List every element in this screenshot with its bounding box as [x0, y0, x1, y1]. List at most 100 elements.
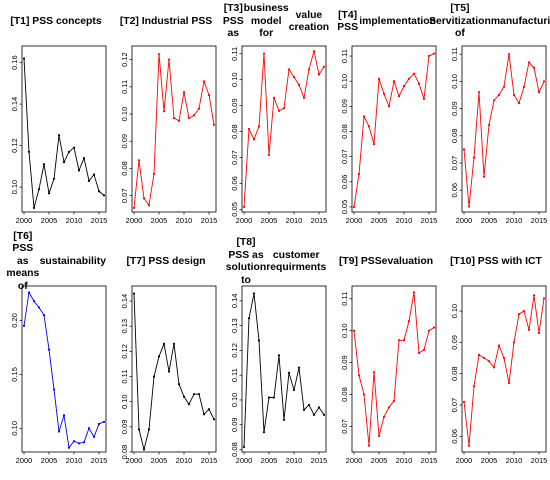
x-tick-label: 2005 [371, 216, 388, 225]
chart-title: [T3] PSS as business model for value creat… [222, 0, 329, 44]
x-tick-label: 2015 [421, 456, 438, 465]
data-point [147, 428, 151, 431]
data-point [412, 72, 416, 75]
x-tick-label: 2000 [16, 456, 33, 465]
data-point [287, 371, 291, 374]
y-tick-label: 0.07 [450, 156, 459, 171]
data-point [417, 82, 421, 85]
data-point [167, 370, 171, 373]
y-tick-label: 0.09 [230, 417, 239, 432]
data-point [527, 61, 531, 64]
data-point [477, 353, 481, 357]
y-tick-label: 0.06 [450, 183, 459, 198]
y-tick-label: 0.09 [450, 101, 459, 116]
x-tick-label: 2000 [346, 456, 363, 465]
chart-panel: [T10] PSS with ICT 0.06 0.07 0.08 0.09 0.10 20… [440, 240, 550, 480]
y-tick-label: 0.13 [120, 319, 129, 334]
data-point [507, 381, 511, 385]
data-point [497, 344, 501, 347]
data-point [502, 356, 506, 360]
data-point [202, 413, 206, 416]
data-point [402, 339, 406, 342]
y-tick-label: 0.14 [230, 294, 239, 309]
plot-frame [21, 285, 107, 453]
data-point [192, 114, 196, 117]
data-point [507, 53, 511, 56]
data-point [537, 331, 541, 335]
data-point [282, 107, 286, 110]
data-point [307, 68, 311, 71]
x-tick-label: 2005 [481, 456, 498, 465]
data-point [492, 366, 496, 369]
x-tick-label: 2015 [311, 456, 328, 465]
series-line [23, 292, 105, 449]
data-point [62, 414, 66, 417]
data-point [257, 339, 261, 342]
series-line [353, 291, 435, 447]
chart-title: [T1] PSS concepts [10, 15, 102, 27]
data-point [87, 179, 91, 182]
x-tick-label: 2010 [506, 456, 523, 465]
y-tick-label: 0.09 [120, 420, 129, 435]
data-point [267, 153, 271, 157]
x-tick-label: 2010 [396, 456, 413, 465]
data-point [382, 92, 386, 95]
y-tick-label: 0.10 [10, 421, 19, 436]
x-tick-label: 2005 [481, 216, 498, 225]
x-tick-label: 2000 [16, 216, 33, 225]
data-point [277, 354, 281, 357]
data-point [262, 431, 266, 434]
y-tick-label: 0.08 [230, 442, 239, 457]
chart-title-line: [T3] PSS as [222, 3, 244, 40]
data-point [102, 420, 106, 423]
data-point [192, 393, 196, 396]
data-point [297, 366, 301, 369]
data-point [522, 309, 526, 313]
data-point [292, 76, 296, 79]
series-line [133, 53, 215, 208]
data-point [272, 396, 276, 399]
data-point [47, 348, 51, 351]
data-point [517, 313, 521, 316]
y-tick-label: 0.10 [340, 323, 349, 338]
plot-frame [461, 285, 547, 453]
x-tick-label: 2000 [126, 456, 143, 465]
series-line [243, 50, 325, 207]
data-point [52, 177, 56, 180]
chart-panel: [T4] PSS implementation 0.05 0.06 0.07 0.08 0.… [330, 0, 440, 240]
y-tick-label: 0.10 [120, 394, 129, 409]
y-tick-label: 0.12 [10, 138, 19, 153]
x-tick-label: 2005 [41, 456, 58, 465]
y-tick-label: 0.10 [450, 74, 459, 89]
y-tick-label: 0.07 [120, 188, 129, 203]
data-point [432, 326, 436, 329]
data-point [357, 173, 361, 176]
data-point [352, 329, 356, 332]
data-point [212, 123, 216, 127]
data-point [132, 292, 136, 295]
chart-title: [T9] PSS evaluation [336, 240, 436, 284]
chart-title-line: [T9] PSS [338, 255, 382, 267]
data-point [542, 80, 546, 83]
y-tick-label: 0.11 [450, 47, 459, 61]
y-tick-label: 0.11 [340, 49, 349, 63]
y-tick-label: 0.20 [10, 313, 19, 328]
data-point [142, 448, 146, 451]
data-point [72, 146, 76, 149]
chart-panel: [T8] PSS as solution to customer requirme… [220, 237, 330, 480]
data-point [142, 197, 146, 200]
data-point [57, 134, 61, 137]
x-tick-label: 2010 [286, 216, 303, 225]
y-tick-label: 0.13 [230, 318, 239, 333]
chart-title-line: sustainability [39, 255, 106, 267]
data-point [182, 395, 186, 398]
data-point [397, 95, 401, 98]
x-tick-label: 2000 [236, 216, 253, 225]
plot-frame [461, 45, 547, 213]
data-point [132, 206, 136, 210]
data-point [27, 150, 31, 153]
chart-panel: [T2] Industrial PSS 0.07 0.08 0.09 0.10 0.11 0… [110, 0, 220, 240]
x-tick-label: 2005 [41, 216, 58, 225]
data-point [242, 445, 246, 449]
data-point [157, 355, 161, 358]
